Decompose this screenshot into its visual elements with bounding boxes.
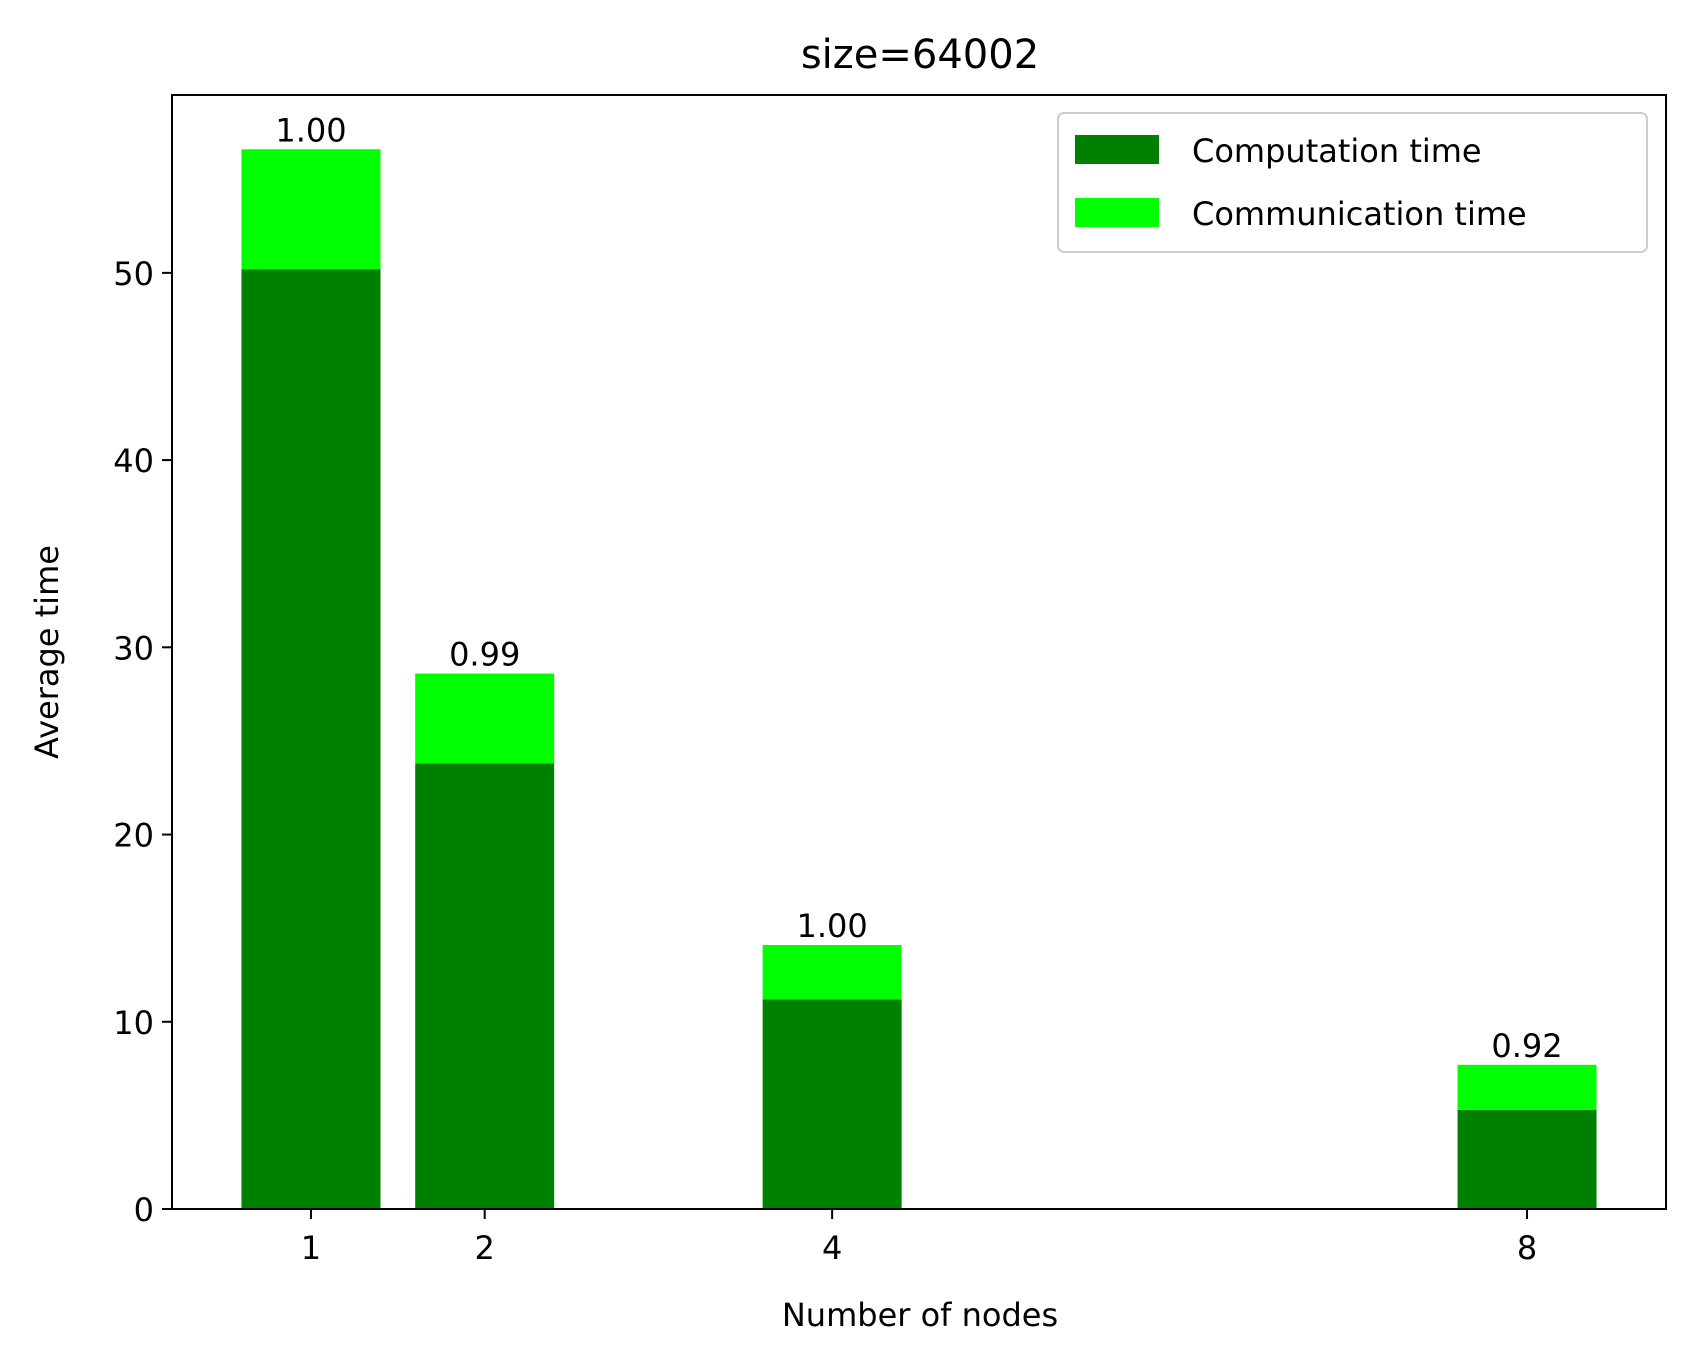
chart-title: size=64002: [801, 32, 1039, 78]
bar-computation-4: [762, 999, 902, 1209]
bar-communication-8: [1457, 1064, 1597, 1110]
legend-frame: [1057, 112, 1648, 253]
y-tick-label: 0: [134, 1191, 154, 1229]
bar-communication-4: [762, 945, 902, 1000]
bar-computation-1: [241, 269, 381, 1210]
bar-value-label: 0.99: [449, 636, 520, 674]
bar-labels-group: 1.00 0.99 1.00 0.92: [275, 111, 1562, 1065]
legend: Computation time Communication time: [1057, 112, 1648, 253]
legend-label-computation: Computation time: [1192, 132, 1482, 170]
y-tick-label: 30: [113, 629, 154, 667]
x-tick-label: 1: [301, 1229, 321, 1267]
x-tick-label: 4: [822, 1229, 842, 1267]
y-tick-label: 20: [113, 817, 154, 855]
y-axis-label: Average time: [28, 545, 66, 759]
bar-computation-2: [415, 763, 555, 1209]
bar-communication-2: [415, 673, 555, 764]
plot-frame: [171, 94, 1667, 1210]
y-tick-label: 50: [113, 255, 154, 293]
bar-communication-1: [241, 149, 381, 270]
x-axis: 1 2 4 8: [301, 1209, 1537, 1267]
y-tick-label: 10: [113, 1004, 154, 1042]
y-axis: 0 10 20 30 40 50: [113, 255, 172, 1229]
x-axis-label: Number of nodes: [782, 1296, 1058, 1334]
x-tick-label: 2: [475, 1229, 495, 1267]
bar-computation-8: [1457, 1109, 1597, 1209]
legend-label-communication: Communication time: [1192, 195, 1527, 233]
legend-swatch-computation: [1075, 135, 1159, 164]
bars-group: [241, 149, 1597, 1210]
legend-swatch-communication: [1075, 198, 1159, 227]
bar-value-label: 0.92: [1491, 1027, 1562, 1065]
bar-value-label: 1.00: [275, 111, 346, 149]
x-tick-label: 8: [1517, 1229, 1537, 1267]
y-tick-label: 40: [113, 442, 154, 480]
bar-value-label: 1.00: [797, 907, 868, 945]
